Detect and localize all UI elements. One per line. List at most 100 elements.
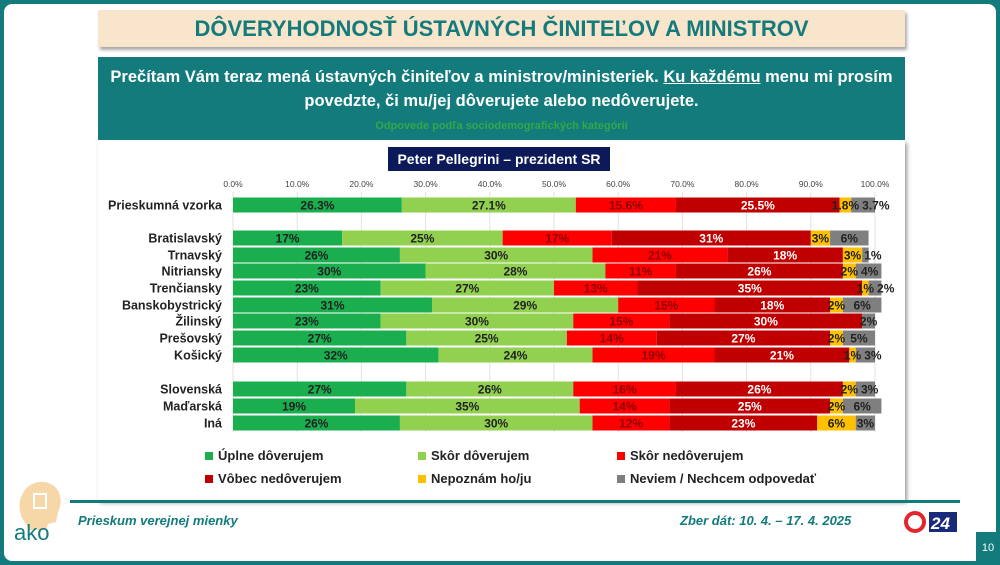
data-label: 2% — [841, 383, 859, 397]
x-tick-label: 30.0% — [414, 179, 439, 189]
legend-label: Vôbec nedôverujem — [218, 471, 342, 486]
data-label: 35% — [455, 400, 479, 414]
data-label: 30% — [317, 265, 341, 279]
data-label: 3% — [864, 349, 882, 363]
ako-logo: ako — [14, 481, 61, 545]
bar-segment — [855, 415, 875, 431]
bar-segment — [842, 330, 875, 346]
svg-text:ako: ako — [14, 520, 49, 545]
bar-segment — [432, 297, 619, 313]
bar-segment — [675, 381, 843, 397]
legend-item: Vôbec nedôverujem — [205, 471, 342, 486]
bar-segment — [233, 197, 402, 213]
bar-segment — [669, 313, 863, 329]
data-label: 3% — [844, 249, 862, 263]
footer-divider — [70, 500, 960, 503]
data-label: 19% — [282, 400, 306, 414]
data-label: 2% — [860, 315, 878, 329]
data-label: 26% — [304, 417, 328, 431]
question-text: Prečítam Vám teraz mená ústavných činite… — [98, 65, 905, 113]
data-label: 26% — [747, 383, 771, 397]
data-label: 1% — [864, 249, 882, 263]
legend-swatch — [617, 474, 625, 483]
bar-segment — [592, 347, 715, 363]
data-label: 14% — [613, 400, 637, 414]
data-label: 27% — [308, 332, 332, 346]
legend-item: Úplne dôverujem — [205, 448, 323, 463]
data-label: 5% — [850, 332, 868, 346]
data-label: 3.7% — [862, 199, 890, 213]
data-label: 25% — [738, 400, 762, 414]
legend-item: Skôr dôverujem — [418, 448, 529, 463]
data-label: 35% — [738, 282, 762, 296]
bar-segment — [575, 197, 676, 213]
data-label: 26% — [747, 265, 771, 279]
question-part1: Prečítam Vám teraz mená ústavných činite… — [110, 68, 664, 86]
data-label: 6% — [853, 299, 871, 313]
bar-segment — [830, 297, 843, 313]
bar-segment — [233, 230, 343, 246]
data-label: 3% — [812, 232, 830, 246]
bar-segment — [233, 247, 400, 263]
footer-left-text: Prieskum verejnej mienky — [78, 513, 238, 528]
data-label: 15% — [609, 315, 633, 329]
x-tick-label: 0.0% — [223, 179, 243, 189]
bar-segment — [233, 313, 381, 329]
data-label: 31% — [699, 232, 723, 246]
chart-title: Peter Pellegrini – prezident SR — [388, 147, 610, 171]
bar-segment — [592, 247, 728, 263]
category-label: Trenčiansky — [150, 282, 222, 296]
data-label: 26% — [304, 249, 328, 263]
question-underlined: Ku každému — [663, 68, 761, 86]
bar-segment — [830, 330, 843, 346]
bar-segment — [399, 247, 593, 263]
data-label: 30% — [484, 249, 508, 263]
legend-label: Neviem / Nechcem odpovedať — [630, 471, 817, 486]
bar-segment — [401, 197, 576, 213]
legend-label: Skôr nedôverujem — [630, 448, 744, 463]
bar-segment — [380, 280, 554, 296]
bar-segment — [233, 381, 407, 397]
bar-segment — [727, 247, 843, 263]
svg-text:24: 24 — [930, 514, 950, 533]
bar-segment — [573, 313, 670, 329]
bar-segment — [354, 398, 580, 414]
data-label: 27% — [455, 282, 479, 296]
bar-segment — [611, 230, 811, 246]
category-label: Iná — [204, 417, 222, 431]
data-label: 12% — [619, 417, 643, 431]
bar-segment — [714, 297, 831, 313]
bar-segment — [855, 381, 875, 397]
bar-segment — [855, 347, 875, 363]
data-label: 26% — [478, 383, 502, 397]
bar-segment — [579, 398, 670, 414]
bar-segment — [233, 330, 407, 346]
bar-segment — [830, 398, 843, 414]
data-label: 17% — [276, 232, 300, 246]
bar-segment — [842, 381, 856, 397]
bar-segment — [817, 415, 856, 431]
x-tick-label: 80.0% — [735, 179, 760, 189]
data-label: 30% — [484, 417, 508, 431]
bar-segment — [675, 263, 843, 279]
bar-segment — [233, 398, 355, 414]
data-label: 27.1% — [472, 199, 506, 213]
category-label: Žilinský — [175, 314, 222, 329]
category-label: Nitriansky — [162, 265, 222, 279]
data-label: 26.3% — [300, 199, 334, 213]
legend-swatch — [205, 474, 213, 483]
bar-segment — [233, 297, 433, 313]
bar-segment — [862, 280, 869, 296]
bar-segment — [656, 330, 831, 346]
data-label: 32% — [324, 349, 348, 363]
data-label: 25% — [475, 332, 499, 346]
legend-swatch — [617, 451, 625, 460]
legend-item: Neviem / Nechcem odpovedať — [617, 471, 816, 486]
data-label: 28% — [503, 265, 527, 279]
data-label: 6% — [828, 417, 846, 431]
x-tick-label: 10.0% — [285, 179, 310, 189]
data-label: 1% — [857, 282, 875, 296]
data-label: 30% — [465, 315, 489, 329]
data-label: 2% — [828, 400, 846, 414]
slide-title: DÔVERYHODNOSŤ ÚSTAVNÝCH ČINITEĽOV A MINI… — [98, 10, 905, 47]
